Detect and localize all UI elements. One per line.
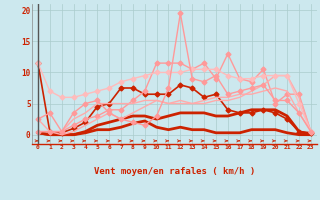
- X-axis label: Vent moyen/en rafales ( km/h ): Vent moyen/en rafales ( km/h ): [94, 167, 255, 176]
